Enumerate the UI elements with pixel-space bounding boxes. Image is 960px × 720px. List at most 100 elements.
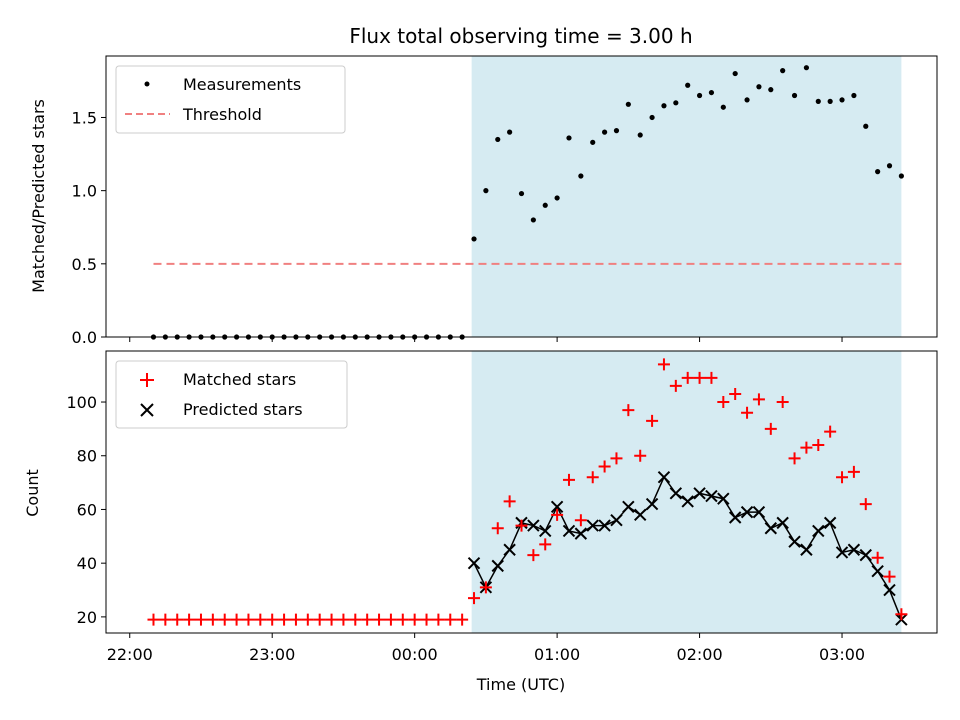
top-legend: Measurements Threshold (115, 65, 346, 134)
predicted-stars-points (467, 471, 908, 626)
predicted-star-point (859, 548, 872, 562)
matched-star-point (646, 414, 659, 427)
predicted-star-point (598, 519, 611, 532)
y-tick-label: 100 (66, 393, 97, 412)
predicted-star-point (705, 489, 718, 503)
measurement-point (685, 82, 691, 88)
matched-star-point (301, 613, 314, 626)
matched-star-point (752, 393, 765, 406)
top-legend-box (115, 65, 346, 134)
matched-star-point (456, 613, 469, 626)
matched-star-point (634, 449, 647, 462)
chart-title: Flux total observing time = 3.00 h (349, 24, 692, 48)
matched-star-point (741, 406, 754, 419)
matched-star-point (491, 522, 504, 535)
predicted-star-point (823, 516, 837, 530)
predicted-star-point (800, 543, 813, 556)
predicted-star-point (610, 513, 623, 527)
predicted-star-point (681, 495, 694, 508)
x-tick-label: 01:00 (534, 645, 580, 664)
top-x-ticks (129, 337, 843, 342)
predicted-star-point (717, 492, 730, 505)
matched-star-point (361, 613, 374, 626)
predicted-star-point (467, 556, 481, 570)
matched-star-point (895, 608, 908, 621)
x-tick-label: 02:00 (677, 645, 723, 664)
measurement-point (518, 190, 525, 197)
matched-star-point (586, 471, 599, 484)
matched-star-point (373, 613, 386, 626)
x-axis-label: Time (UTC) (476, 675, 565, 694)
matched-star-point (420, 613, 433, 626)
matched-star-point (396, 613, 409, 626)
matched-star-point (693, 371, 706, 384)
predicted-star-point (550, 500, 564, 513)
matched-star-point (836, 471, 849, 484)
x-tick-label: 22:00 (107, 645, 153, 664)
matched-star-point (289, 613, 302, 626)
matched-star-point (717, 396, 730, 409)
matched-star-point (266, 613, 279, 626)
measurement-point (625, 101, 631, 107)
matched-star-point (551, 508, 564, 521)
predicted-star-point (788, 535, 801, 548)
matched-star-point (883, 570, 896, 583)
matched-star-point (515, 519, 528, 532)
predicted-star-point (622, 500, 635, 513)
y-tick-label: 0.0 (72, 328, 97, 347)
matched-star-point (194, 613, 207, 626)
predicted-star-point (764, 522, 778, 535)
measurement-point (530, 217, 536, 223)
x-tick-label: 03:00 (819, 645, 865, 664)
bottom-axes-frame (105, 350, 938, 634)
measurement-point (803, 65, 810, 71)
measurement-point (602, 129, 608, 135)
matched-star-point (657, 358, 670, 371)
measurement-point (673, 100, 679, 106)
matched-star-point (729, 387, 742, 400)
y-tick-label: 1.5 (72, 108, 97, 127)
measurement-point (495, 136, 501, 143)
matched-star-point (669, 379, 682, 392)
predicted-star-point (634, 508, 647, 522)
predicted-star-point (503, 543, 516, 556)
measurement-point (720, 104, 726, 110)
matched-star-point (432, 613, 445, 626)
x-tick-label: 00:00 (392, 645, 438, 664)
predicted-star-point (871, 565, 884, 578)
legend-matched-marker (140, 373, 154, 387)
measurement-point (875, 169, 881, 175)
matched-star-point (812, 439, 825, 451)
measurement-point (566, 135, 572, 141)
predicted-star-point (669, 487, 683, 500)
matched-star-point (705, 371, 718, 384)
measurement-point (649, 114, 655, 121)
y-tick-label: 40 (77, 554, 97, 573)
bottom-y-ticks: 20 40 60 80 100 (66, 393, 106, 627)
measurement-point (827, 98, 833, 104)
predicted-star-point (883, 583, 896, 597)
measurement-point (661, 103, 667, 109)
bottom-y-axis-label: Count (23, 469, 42, 517)
matched-star-point (681, 371, 694, 384)
top-axes-frame (105, 55, 938, 338)
y-tick-label: 60 (77, 500, 97, 519)
measurement-point (637, 132, 643, 138)
measurement-point (780, 68, 786, 74)
matched-star-point (764, 422, 777, 435)
matched-star-point (159, 613, 172, 626)
matched-star-point (147, 613, 160, 626)
matched-star-point (871, 551, 884, 564)
matched-star-point (468, 592, 481, 605)
matched-star-point (574, 514, 587, 527)
measurement-point (613, 128, 620, 134)
measurement-point (554, 195, 560, 201)
legend-threshold-label: Threshold (182, 105, 262, 124)
matched-star-point (171, 613, 184, 626)
predicted-star-point (527, 519, 540, 532)
measurement-point (886, 163, 893, 169)
bottom-axes: 22:00 23:00 00:00 01:00 02:00 03:00 20 40 60 80 1… (23, 350, 938, 694)
predicted-star-point (847, 543, 861, 556)
matched-stars-points (147, 358, 908, 626)
x-tick-label: 23:00 (249, 645, 295, 664)
